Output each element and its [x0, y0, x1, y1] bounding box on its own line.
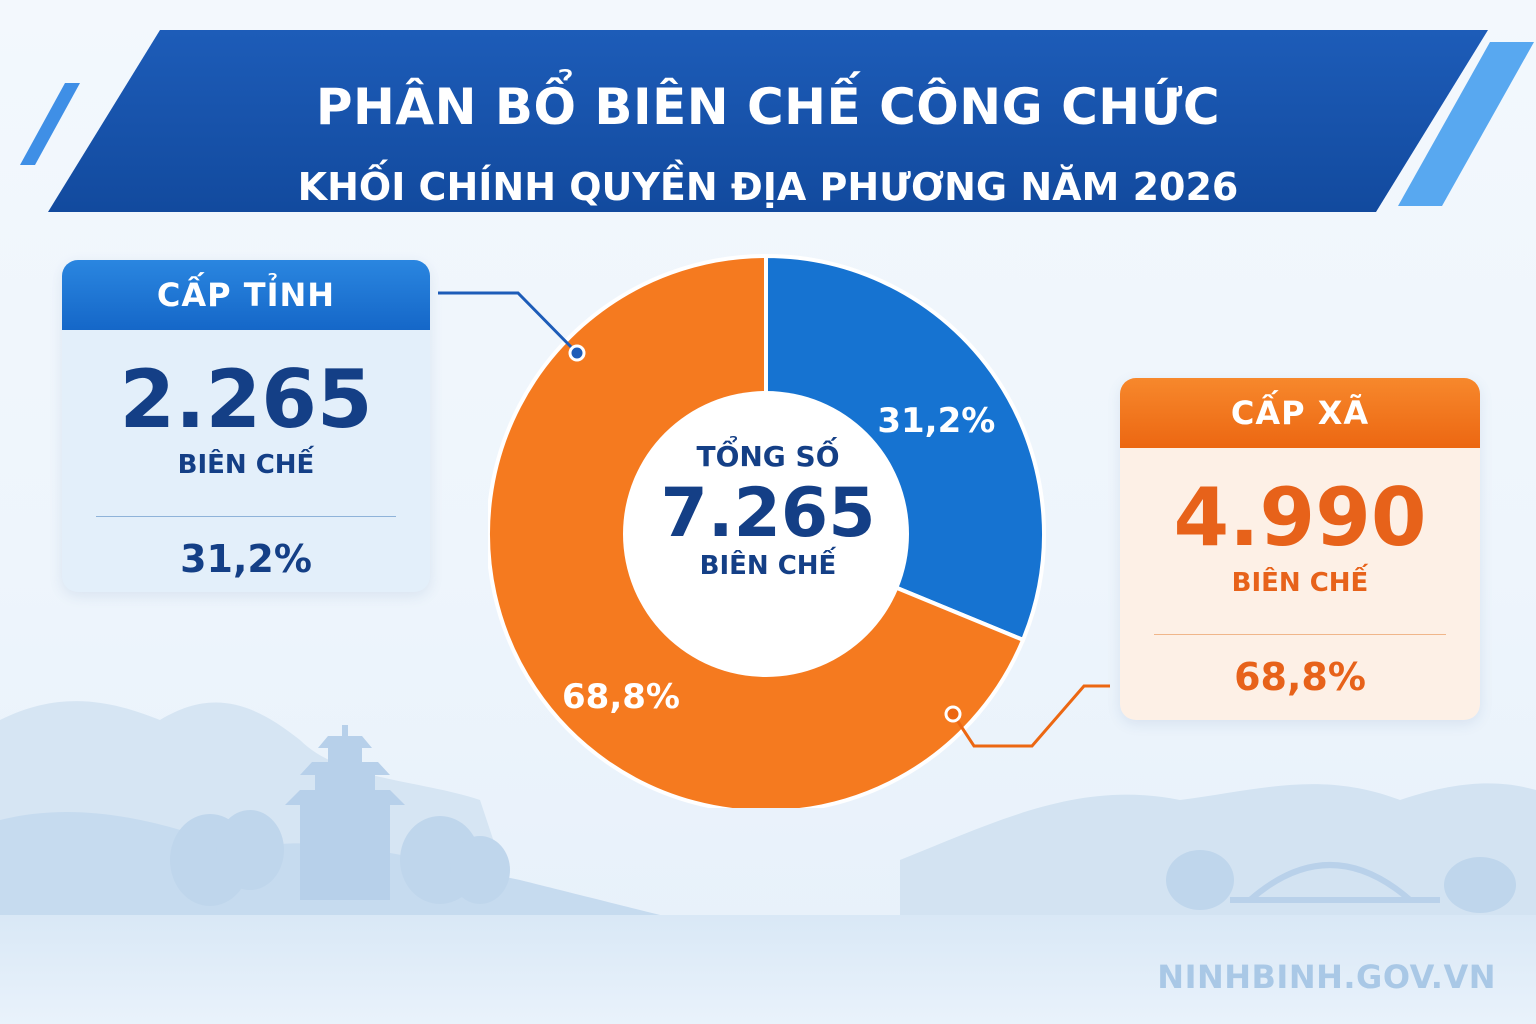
commune-callout-dot: [944, 705, 962, 723]
province-card-title: CẤP TỈNH: [62, 260, 430, 330]
total-title: TỔNG SỐ: [696, 440, 840, 473]
province-callout-dot: [568, 344, 586, 362]
province-card-unit: BIÊN CHẾ: [177, 450, 315, 480]
slice-label-province: 31,2%: [877, 401, 995, 441]
commune-card-unit: BIÊN CHẾ: [1231, 568, 1369, 598]
right-hills: [900, 783, 1536, 920]
province-card-value: 2.265: [119, 353, 373, 446]
lake-water: [0, 915, 1536, 1024]
pagoda-icon: [285, 725, 405, 900]
commune-callout-line: [951, 684, 1110, 748]
donut-chart: 31,2% 68,8%: [488, 253, 1046, 808]
total-value: 7.265: [660, 474, 876, 553]
commune-card-value: 4.990: [1173, 471, 1427, 564]
slice-label-commune: 68,8%: [562, 677, 680, 717]
footer-website: NINHBINH.GOV.VN: [1157, 958, 1496, 996]
commune-card-divider: [1154, 634, 1446, 635]
province-card: CẤP TỈNH 2.265 BIÊN CHẾ 31,2%: [62, 260, 430, 592]
page-title: PHÂN BỔ BIÊN CHẾ CÔNG CHỨC: [315, 78, 1221, 136]
province-card-percent: 31,2%: [180, 537, 312, 581]
banner-accent-right: [1398, 42, 1534, 206]
banner-accent-left: [20, 83, 80, 165]
total-unit: BIÊN CHẾ: [699, 551, 837, 581]
commune-card-percent: 68,8%: [1234, 655, 1366, 699]
header-banner: PHÂN BỔ BIÊN CHẾ CÔNG CHỨC KHỐI CHÍNH QU…: [48, 30, 1488, 212]
donut-hole: [623, 391, 909, 677]
province-card-divider: [96, 516, 396, 517]
page-subtitle: KHỐI CHÍNH QUYỀN ĐỊA PHƯƠNG NĂM 2026: [297, 165, 1239, 209]
bridge-icon: [1230, 862, 1440, 903]
tree-icons: [170, 810, 1516, 913]
donut-center: TỔNG SỐ 7.265 BIÊN CHẾ: [626, 440, 910, 581]
province-callout-line: [438, 291, 579, 355]
commune-card: CẤP XÃ 4.990 BIÊN CHẾ 68,8%: [1120, 378, 1480, 720]
commune-card-title: CẤP XÃ: [1120, 378, 1480, 448]
